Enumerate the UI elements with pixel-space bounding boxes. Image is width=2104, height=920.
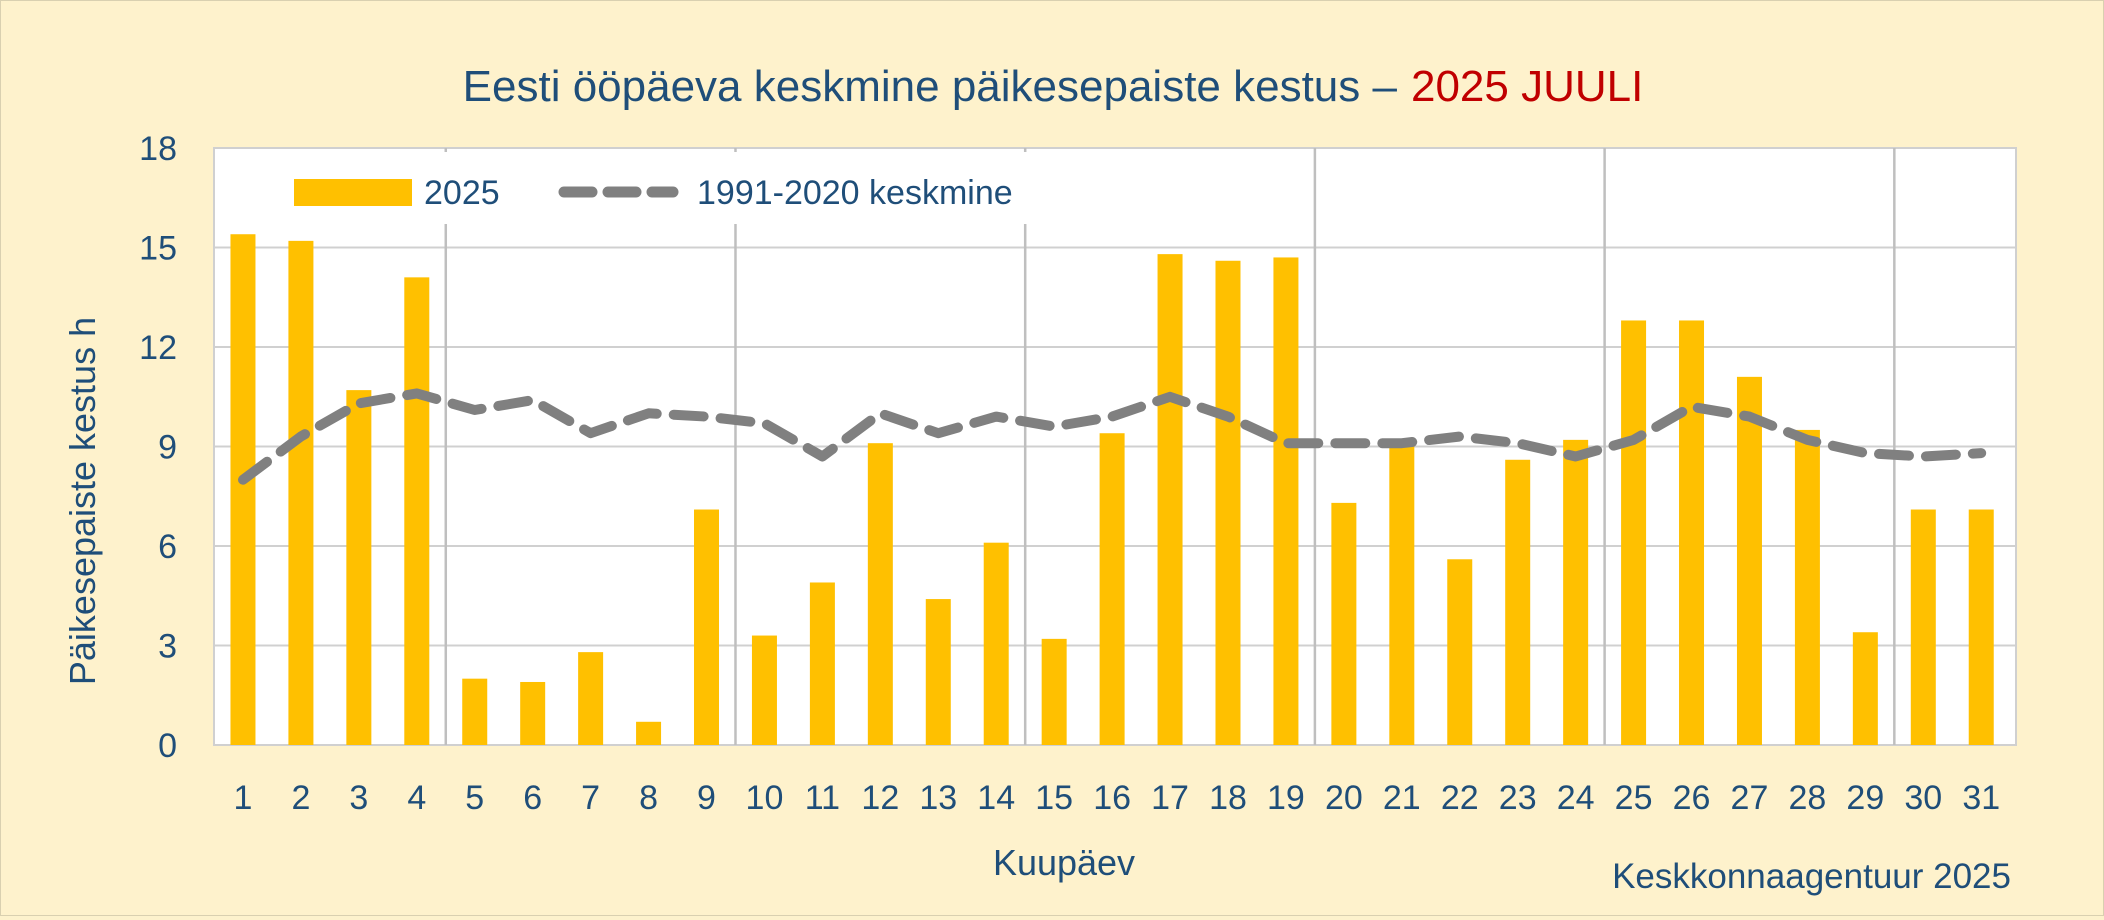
x-tick-label-30: 30 (1904, 779, 1942, 817)
x-tick-label-23: 23 (1499, 779, 1537, 817)
bar-1 (230, 234, 256, 745)
bar-11 (809, 582, 835, 745)
bar-23 (1505, 459, 1531, 745)
bar-7 (578, 652, 604, 745)
x-tick-label-8: 8 (639, 779, 658, 817)
bar-22 (1447, 559, 1473, 745)
y-tick-labels: 0 3 6 9 12 15 18 (139, 130, 177, 765)
y-tick-label-3: 3 (158, 628, 177, 666)
bar-15 (1041, 638, 1067, 745)
x-tick-labels: 1 2 3 4 5 6 7 8 9 10 11 12 13 14 15 16 17 18 19 20 21 22 23 24 2… (234, 779, 2001, 817)
bar-4 (404, 277, 430, 745)
x-tick-label-1: 1 (234, 779, 253, 817)
legend-label-2025: 2025 (424, 174, 500, 212)
x-tick-label-24: 24 (1557, 779, 1595, 817)
normal-line-path (238, 388, 1987, 485)
y-tick-label-6: 6 (158, 528, 177, 566)
x-tick-label-26: 26 (1673, 779, 1711, 817)
bar-5 (462, 678, 488, 745)
bar-25 (1621, 320, 1647, 745)
x-tick-label-15: 15 (1035, 779, 1073, 817)
bar-19 (1273, 257, 1299, 745)
x-tick-label-22: 22 (1441, 779, 1479, 817)
y-tick-label-12: 12 (139, 329, 177, 367)
bar-30 (1910, 509, 1936, 745)
y-tick-label-18: 18 (139, 130, 177, 168)
bar-29 (1852, 632, 1878, 745)
x-tick-label-21: 21 (1383, 779, 1421, 817)
bar-31 (1968, 509, 1994, 745)
x-tick-label-19: 19 (1267, 779, 1305, 817)
bar-21 (1389, 439, 1415, 745)
bar-9 (694, 509, 720, 745)
x-tick-label-10: 10 (746, 779, 784, 817)
x-tick-label-14: 14 (977, 779, 1015, 817)
x-tick-label-6: 6 (523, 779, 542, 817)
x-tick-label-2: 2 (291, 779, 310, 817)
bar-20 (1331, 502, 1357, 745)
x-tick-label-16: 16 (1093, 779, 1131, 817)
x-tick-label-29: 29 (1846, 779, 1884, 817)
bar-14 (983, 542, 1009, 745)
normal-line (238, 388, 1987, 485)
bar-10 (751, 635, 777, 745)
bar-2 (288, 240, 314, 745)
bar-28 (1794, 429, 1820, 745)
x-tick-label-13: 13 (919, 779, 957, 817)
x-tick-label-11: 11 (805, 779, 840, 817)
bar-16 (1099, 433, 1125, 745)
x-tick-label-27: 27 (1731, 779, 1769, 817)
source-label: Keskkonnaagentuur 2025 (1612, 857, 2011, 896)
legend-swatch-2025 (294, 179, 412, 206)
x-tick-label-28: 28 (1788, 779, 1826, 817)
chart-title: Eesti ööpäeva keskmine päikesepaiste kes… (463, 62, 1644, 111)
bar-18 (1215, 260, 1241, 745)
legend: 2025 1991-2020 keskmine (294, 174, 1013, 212)
bars-2025 (230, 234, 1994, 745)
x-tick-label-31: 31 (1962, 779, 2000, 817)
x-tick-label-25: 25 (1615, 779, 1653, 817)
y-tick-label-0: 0 (158, 727, 177, 765)
chart-title-highlight: 2025 JUULI (1411, 62, 1643, 111)
bar-24 (1563, 439, 1589, 745)
bar-13 (925, 599, 951, 745)
chart-title-main: Eesti ööpäeva keskmine päikesepaiste kes… (463, 62, 1398, 111)
bar-26 (1679, 320, 1705, 745)
y-tick-label-9: 9 (158, 429, 177, 467)
x-tick-label-4: 4 (407, 779, 426, 817)
x-tick-label-18: 18 (1209, 779, 1247, 817)
bar-6 (520, 681, 546, 745)
bar-3 (346, 390, 372, 745)
x-tick-label-12: 12 (861, 779, 899, 817)
y-axis-label: Päikesepaiste kestus h (62, 317, 103, 685)
bar-27 (1736, 376, 1762, 745)
x-axis-label: Kuupäev (993, 842, 1135, 883)
x-tick-label-3: 3 (349, 779, 368, 817)
x-tick-label-7: 7 (581, 779, 600, 817)
x-tick-label-17: 17 (1151, 779, 1189, 817)
legend-label-normal: 1991-2020 keskmine (697, 174, 1013, 212)
bar-12 (867, 443, 893, 745)
y-tick-label-15: 15 (139, 230, 177, 268)
bar-8 (636, 721, 662, 745)
bar-17 (1157, 254, 1183, 745)
x-tick-label-5: 5 (465, 779, 484, 817)
x-tick-label-9: 9 (697, 779, 716, 817)
x-tick-label-20: 20 (1325, 779, 1363, 817)
